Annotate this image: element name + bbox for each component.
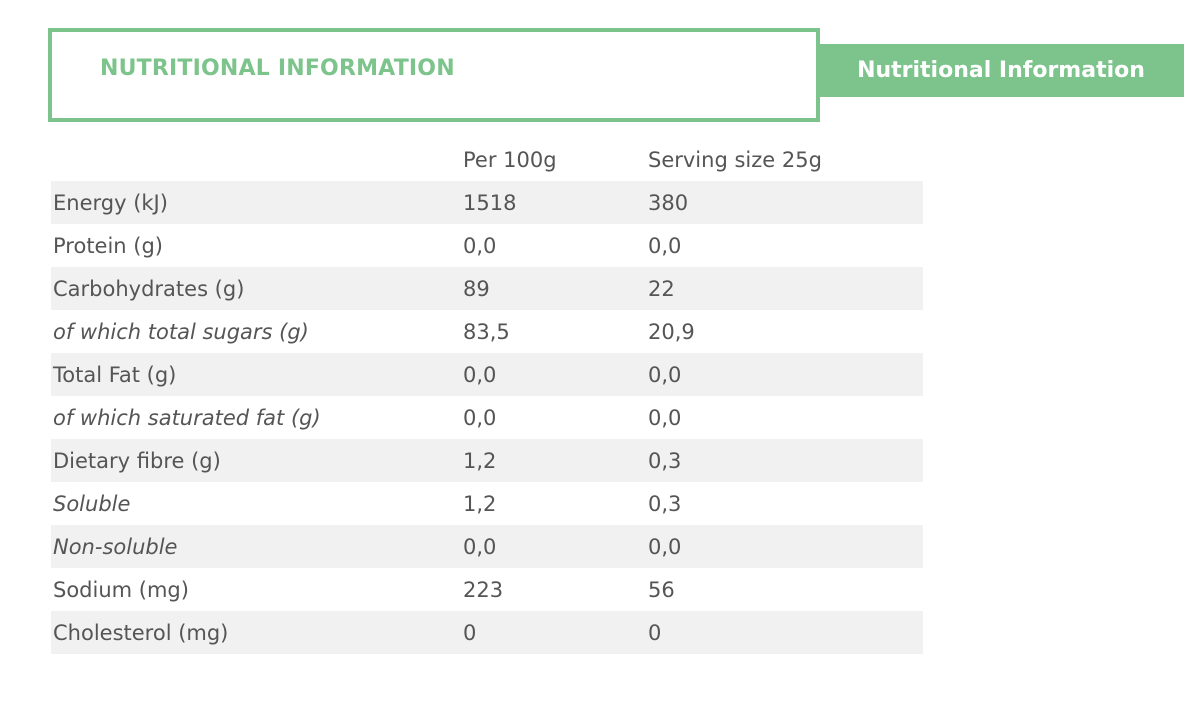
nutrient-name-cell: Cholesterol (mg) bbox=[53, 620, 229, 645]
serving-size-cell: 0,3 bbox=[648, 491, 682, 516]
per-100g-cell: 0,0 bbox=[463, 405, 497, 430]
serving-size-cell: 0,0 bbox=[648, 362, 682, 387]
nutrient-name-cell: Dietary fibre (g) bbox=[53, 448, 221, 473]
per-100g-cell: 0 bbox=[463, 620, 477, 645]
header-nutrient bbox=[51, 138, 463, 181]
nutrient-name-cell: of which saturated fat (g) bbox=[53, 405, 321, 430]
title-box: NUTRITIONAL INFORMATION bbox=[48, 28, 820, 122]
header-per-100g: Per 100g bbox=[463, 147, 557, 172]
serving-size-cell: 56 bbox=[648, 577, 675, 602]
per-100g-cell: 0,0 bbox=[463, 534, 497, 559]
per-100g-cell: 0,0 bbox=[463, 362, 497, 387]
table-body: Energy (kJ) 1518 380 Protein (g) 0,0 0,0 Carbo… bbox=[51, 181, 923, 654]
nutrient-name-cell: Total Fat (g) bbox=[53, 362, 177, 387]
serving-size-cell: 0,0 bbox=[648, 233, 682, 258]
table-row: Dietary fibre (g) 1,2 0,3 bbox=[51, 439, 923, 482]
nutrient-name-cell: Protein (g) bbox=[53, 233, 164, 258]
header-serving-size: Serving size 25g bbox=[648, 147, 822, 172]
nutrient-name-cell: of which total sugars (g) bbox=[53, 319, 309, 344]
table-row: Carbohydrates (g) 89 22 bbox=[51, 267, 923, 310]
table-row: Energy (kJ) 1518 380 bbox=[51, 181, 923, 224]
per-100g-cell: 89 bbox=[463, 276, 490, 301]
table-row: Soluble 1,2 0,3 bbox=[51, 482, 923, 525]
serving-size-cell: 20,9 bbox=[648, 319, 695, 344]
nutrient-name-cell: Non-soluble bbox=[53, 534, 178, 559]
per-100g-cell: 0,0 bbox=[463, 233, 497, 258]
table-row: Cholesterol (mg) 0 0 bbox=[51, 611, 923, 654]
nutrient-name-cell: Sodium (mg) bbox=[53, 577, 189, 602]
per-100g-cell: 223 bbox=[463, 577, 504, 602]
table-header-row: Per 100g Serving size 25g bbox=[51, 138, 923, 181]
table-row: Total Fat (g) 0,0 0,0 bbox=[51, 353, 923, 396]
nutrient-name-cell: Carbohydrates (g) bbox=[53, 276, 245, 301]
per-100g-cell: 1,2 bbox=[463, 491, 497, 516]
table-row: Non-soluble 0,0 0,0 bbox=[51, 525, 923, 568]
table-row: of which total sugars (g) 83,5 20,9 bbox=[51, 310, 923, 353]
per-100g-cell: 1518 bbox=[463, 190, 517, 215]
nutrient-name-cell: Soluble bbox=[53, 491, 131, 516]
table-row: Sodium (mg) 223 56 bbox=[51, 568, 923, 611]
nutrition-table: Per 100g Serving size 25g Energy (kJ) 151… bbox=[51, 138, 923, 654]
serving-size-cell: 22 bbox=[648, 276, 675, 301]
page-title: NUTRITIONAL INFORMATION bbox=[100, 56, 455, 81]
table-row: Protein (g) 0,0 0,0 bbox=[51, 224, 923, 267]
serving-size-cell: 380 bbox=[648, 190, 689, 215]
serving-size-cell: 0 bbox=[648, 620, 662, 645]
table-row: of which saturated fat (g) 0,0 0,0 bbox=[51, 396, 923, 439]
serving-size-cell: 0,0 bbox=[648, 534, 682, 559]
serving-size-cell: 0,0 bbox=[648, 405, 682, 430]
serving-size-cell: 0,3 bbox=[648, 448, 682, 473]
per-100g-cell: 1,2 bbox=[463, 448, 497, 473]
nutritional-information-tab[interactable]: Nutritional Information bbox=[818, 44, 1184, 97]
nutrient-name-cell: Energy (kJ) bbox=[53, 190, 168, 215]
per-100g-cell: 83,5 bbox=[463, 319, 510, 344]
